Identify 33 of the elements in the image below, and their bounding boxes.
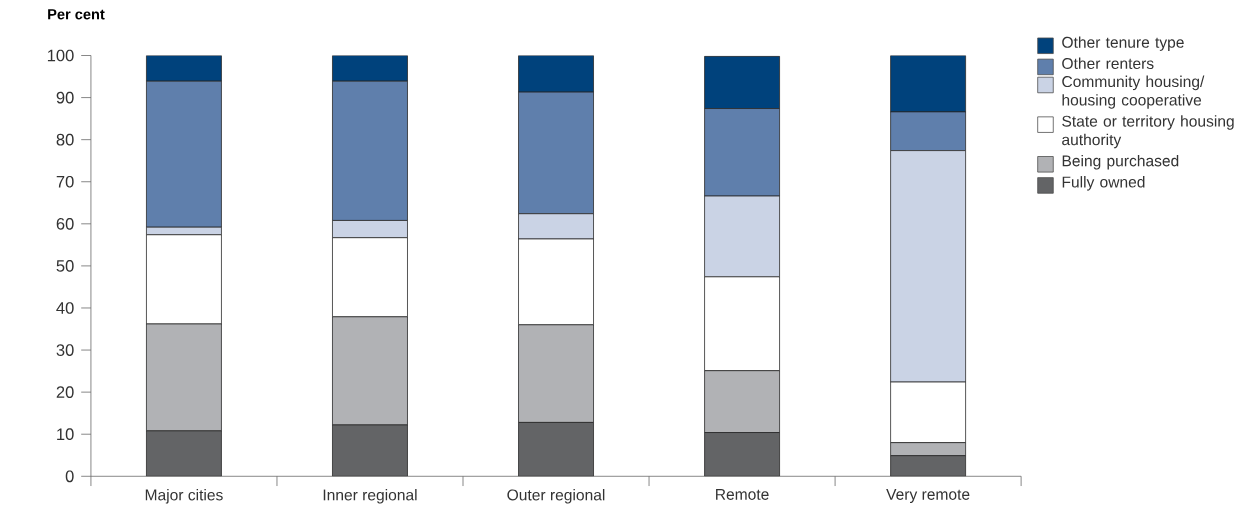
y-axis-title: Per cent	[48, 9, 105, 20]
bar	[704, 55, 780, 109]
bar	[518, 55, 594, 93]
legend-label: Other tenure type	[1062, 36, 1184, 51]
text: State or territory housing authority	[1062, 115, 1234, 149]
y-tick-label: 20	[56, 386, 74, 398]
y-tick-label: 40	[56, 301, 74, 314]
bar	[332, 424, 408, 477]
x-tick-label: Major cities	[145, 488, 223, 504]
x-tick-label: Inner regional	[323, 488, 417, 504]
bar	[518, 421, 594, 477]
bar	[704, 431, 780, 477]
y-tick-label: 60	[56, 217, 74, 230]
y-tick-label: 10	[57, 428, 74, 440]
bar	[332, 55, 408, 82]
y-tick-label: 30	[56, 344, 74, 356]
legend-label: Other renters	[1062, 57, 1154, 69]
bar	[890, 455, 966, 477]
y-tick-label: 80	[56, 133, 74, 146]
bar	[146, 55, 222, 82]
y-tick-label: 50	[56, 259, 74, 272]
x-tick-label: Remote	[716, 488, 769, 500]
y-tick-label: 100	[47, 49, 74, 62]
x-tick-label: Outer regional	[507, 488, 605, 504]
y-tick-label: 70	[56, 175, 74, 188]
legend-label: Community housing/ housing cooperative	[1062, 75, 1205, 109]
legend-label: Fully owned	[1062, 175, 1145, 191]
bar	[890, 55, 966, 113]
x-tick-label: Very remote	[886, 488, 970, 503]
bar	[146, 430, 222, 477]
legend-label: Being purchased	[1062, 154, 1179, 170]
y-tick-label: 0	[65, 470, 74, 482]
y-tick-label: 90	[56, 91, 74, 104]
